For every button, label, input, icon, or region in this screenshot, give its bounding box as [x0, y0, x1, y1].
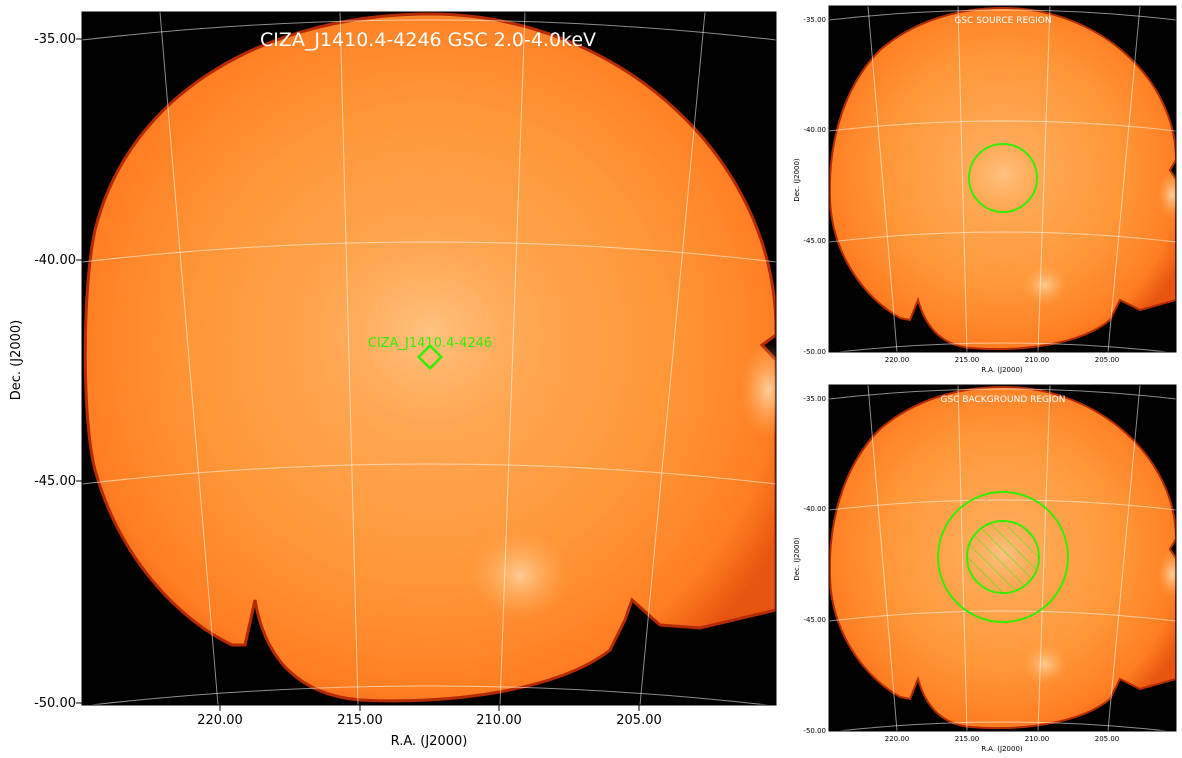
dec-tick-label: -35.00 [803, 16, 826, 24]
dec-tick-label: -50.00 [803, 727, 826, 735]
ra-tick-label: 220.00 [885, 735, 910, 743]
excluded-region-hatch [967, 521, 1039, 593]
main-panel: CIZA_J1410.4-4246 CIZA_J1410.4-4246 GSC … [9, 11, 777, 749]
dec-tick-label: -35.00 [803, 395, 826, 403]
dec-tick-label: -45.00 [803, 237, 826, 245]
source-coordinate-grid [829, 6, 1176, 352]
main-title: CIZA_J1410.4-4246 GSC 2.0-4.0keV [260, 29, 596, 51]
source-diamond-marker [416, 343, 444, 371]
x-axis-label: R.A. (J2000) [391, 734, 468, 749]
y-axis-label: Dec. (J2000) [793, 537, 801, 581]
main-tick-marks [76, 38, 640, 711]
background-region-panel: GSC BACKGROUND REGION -35.00 -40.00 -45.… [793, 384, 1177, 753]
dec-tick-label: -40.00 [803, 126, 826, 134]
dec-tick-label: -35.00 [34, 32, 76, 47]
source-panel-title: GSC SOURCE REGION [954, 16, 1051, 26]
dec-tick-label: -50.00 [803, 348, 826, 356]
y-axis-label: Dec. (J2000) [793, 158, 801, 202]
background-panel-title: GSC BACKGROUND REGION [941, 395, 1066, 405]
ra-tick-label: 220.00 [885, 356, 910, 364]
ra-tick-label: 205.00 [1095, 356, 1120, 364]
ra-tick-label: 215.00 [337, 713, 383, 728]
source-label: CIZA_J1410.4-4246 [368, 336, 492, 351]
background-inner-circle [966, 520, 1040, 594]
dec-tick-label: -45.00 [34, 474, 76, 489]
x-axis-label: R.A. (J2000) [981, 366, 1023, 374]
ra-tick-label: 215.00 [955, 735, 980, 743]
ra-tick-label: 210.00 [1025, 356, 1050, 364]
source-region-panel: GSC SOURCE REGION -35.00 -40.00 -45.00 -… [793, 5, 1177, 374]
main-coordinate-grid [82, 12, 776, 705]
edge-emission [740, 342, 776, 438]
ra-tick-label: 215.00 [955, 356, 980, 364]
ra-tick-label: 220.00 [197, 713, 243, 728]
dec-tick-label: -50.00 [34, 696, 76, 711]
ra-tick-label: 205.00 [616, 713, 662, 728]
source-region-circle [968, 143, 1038, 213]
secondary-emission [470, 530, 570, 620]
y-axis-label: Dec. (J2000) [9, 320, 24, 400]
ra-tick-label: 205.00 [1095, 735, 1120, 743]
dec-tick-label: -45.00 [803, 616, 826, 624]
dec-tick-label: -40.00 [803, 505, 826, 513]
background-outer-circle [937, 491, 1069, 623]
ra-tick-label: 210.00 [1025, 735, 1050, 743]
background-coordinate-grid [829, 385, 1176, 731]
cluster-emission [300, 220, 560, 440]
ra-tick-label: 210.00 [476, 713, 522, 728]
x-axis-label: R.A. (J2000) [981, 745, 1023, 753]
dec-tick-label: -40.00 [34, 253, 76, 268]
